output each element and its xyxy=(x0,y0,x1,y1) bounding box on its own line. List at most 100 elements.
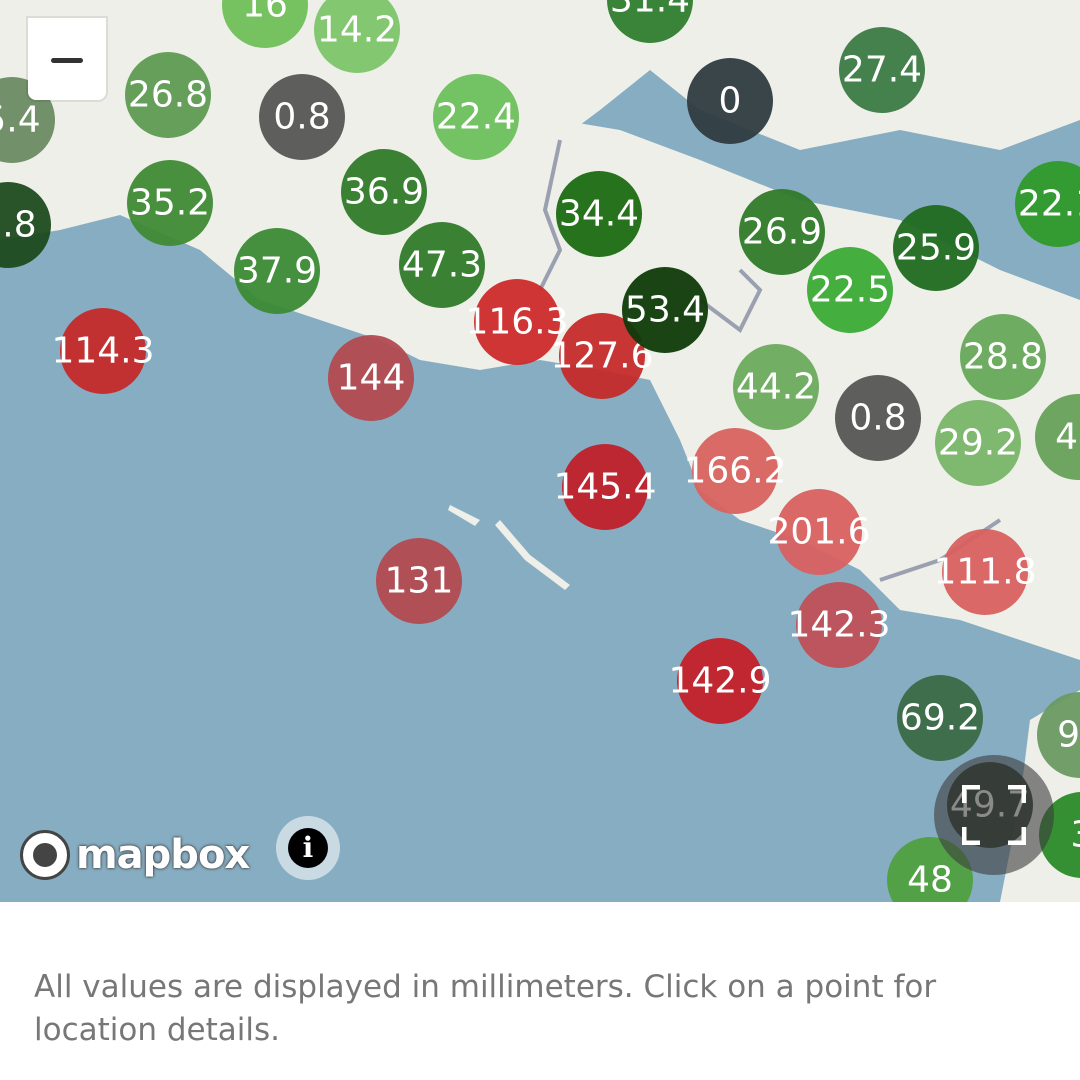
marker-label[interactable]: 142.3 xyxy=(787,605,890,646)
marker-dot[interactable] xyxy=(1037,692,1080,778)
marker-label[interactable]: 22.4 xyxy=(436,97,516,138)
marker-dot[interactable] xyxy=(897,675,983,761)
marker[interactable]: 27.4 xyxy=(839,27,925,113)
marker[interactable]: 34.4 xyxy=(556,171,642,257)
marker-label[interactable]: 166.2 xyxy=(683,451,786,492)
marker-label[interactable]: 29.2 xyxy=(938,423,1018,464)
marker-dot[interactable] xyxy=(562,444,648,530)
marker[interactable]: 144 xyxy=(328,335,414,421)
marker-label[interactable]: 36.9 xyxy=(344,172,424,213)
marker-label[interactable]: 0.8 xyxy=(849,398,906,439)
marker-label[interactable]: 26.8 xyxy=(128,75,208,116)
marker[interactable]: 22.5 xyxy=(807,247,893,333)
marker[interactable]: 25.9 xyxy=(893,205,979,291)
marker[interactable]: 37.9 xyxy=(234,228,320,314)
marker-dot[interactable] xyxy=(125,52,211,138)
marker-label[interactable]: 114.3 xyxy=(51,331,154,372)
marker-dot[interactable] xyxy=(739,189,825,275)
map[interactable]: 16 14.2 31.4 26.8 0.8 22.4 0 27.4 5.4 35.2 36.9 34.… xyxy=(0,0,1080,902)
marker-dot[interactable] xyxy=(733,344,819,430)
marker-dot[interactable] xyxy=(687,58,773,144)
marker-label[interactable]: 26.9 xyxy=(742,212,822,253)
marker-dot[interactable] xyxy=(692,428,778,514)
marker[interactable]: 36.9 xyxy=(341,149,427,235)
mapbox-logo[interactable]: mapbox xyxy=(20,826,250,884)
marker-dot[interactable] xyxy=(433,74,519,160)
marker-label[interactable]: 35.2 xyxy=(130,183,210,224)
marker-label[interactable]: 48 xyxy=(907,860,953,901)
marker[interactable]: 14.2 xyxy=(314,0,400,73)
marker[interactable]: 116.3 xyxy=(465,279,569,365)
marker[interactable]: 142.3 xyxy=(787,582,891,668)
marker-dot[interactable] xyxy=(314,0,400,73)
marker[interactable]: 22.4 xyxy=(433,74,519,160)
marker-label[interactable]: 131 xyxy=(385,561,454,602)
marker-label[interactable]: 34.4 xyxy=(559,194,639,235)
marker[interactable]: 29.2 xyxy=(935,400,1021,486)
marker-dot[interactable] xyxy=(677,638,763,724)
marker[interactable]: 145.4 xyxy=(553,444,657,530)
marker[interactable]: 5.8 xyxy=(0,182,51,268)
marker-dot[interactable] xyxy=(796,582,882,668)
marker-dot[interactable] xyxy=(60,308,146,394)
marker[interactable]: 0 xyxy=(687,58,773,144)
marker-dot[interactable] xyxy=(1035,394,1080,480)
marker-label[interactable]: 145.4 xyxy=(553,467,656,508)
marker-label[interactable]: 144 xyxy=(337,358,406,399)
marker-label[interactable]: 201.6 xyxy=(767,512,870,553)
marker[interactable]: 47.3 xyxy=(399,222,485,308)
marker[interactable]: 127.6 xyxy=(550,313,654,399)
marker-label[interactable]: 127.6 xyxy=(550,336,653,377)
marker-label[interactable]: 69.2 xyxy=(900,698,980,739)
marker[interactable]: 166.2 xyxy=(683,428,787,514)
marker[interactable]: 69.2 xyxy=(897,675,983,761)
marker[interactable]: 114.3 xyxy=(51,308,155,394)
fullscreen-button[interactable] xyxy=(934,755,1054,875)
marker-dot[interactable] xyxy=(259,74,345,160)
marker-label[interactable]: 0.8 xyxy=(273,97,330,138)
marker[interactable]: 53.4 xyxy=(622,267,708,353)
marker-dot[interactable] xyxy=(556,171,642,257)
marker-label[interactable]: 44.2 xyxy=(736,367,816,408)
marker-label[interactable]: 53.4 xyxy=(625,290,705,331)
marker-dot[interactable] xyxy=(341,149,427,235)
marker-dot[interactable] xyxy=(622,267,708,353)
marker-label[interactable]: 27.4 xyxy=(842,50,922,91)
marker-label[interactable]: 116.3 xyxy=(465,302,568,343)
marker-dot[interactable] xyxy=(399,222,485,308)
marker-dot[interactable] xyxy=(960,314,1046,400)
info-button[interactable] xyxy=(276,816,340,880)
marker[interactable]: 44.2 xyxy=(733,344,819,430)
marker-dot[interactable] xyxy=(0,182,51,268)
marker[interactable]: 201.6 xyxy=(767,489,871,575)
marker-label[interactable]: 47.3 xyxy=(402,245,482,286)
marker-dot[interactable] xyxy=(559,313,645,399)
marker-label[interactable]: 16 xyxy=(242,0,288,26)
marker[interactable]: 31.4 xyxy=(607,0,693,43)
marker-dot[interactable] xyxy=(328,335,414,421)
marker-label[interactable]: 22.1 xyxy=(1018,184,1080,225)
marker[interactable]: 26.8 xyxy=(125,52,211,138)
marker-dot[interactable] xyxy=(222,0,308,48)
marker-dot[interactable] xyxy=(376,538,462,624)
marker-dot[interactable] xyxy=(127,160,213,246)
marker[interactable]: 42 xyxy=(1035,394,1080,480)
marker-label[interactable]: 5.8 xyxy=(0,205,37,246)
marker-label[interactable]: 42 xyxy=(1055,417,1080,458)
marker-dot[interactable] xyxy=(893,205,979,291)
marker-dot[interactable] xyxy=(839,27,925,113)
marker-dot[interactable] xyxy=(474,279,560,365)
marker[interactable]: 0.8 xyxy=(259,74,345,160)
marker[interactable]: 26.9 xyxy=(739,189,825,275)
marker-dot[interactable] xyxy=(607,0,693,43)
marker-label[interactable]: 3 xyxy=(1071,815,1080,856)
marker-dot[interactable] xyxy=(935,400,1021,486)
marker-label[interactable]: 92 xyxy=(1057,715,1080,756)
marker[interactable]: 22.1 xyxy=(1015,161,1080,247)
marker-dot[interactable] xyxy=(807,247,893,333)
marker-dot[interactable] xyxy=(1015,161,1080,247)
marker-label[interactable]: 22.5 xyxy=(810,270,890,311)
marker[interactable]: 16 xyxy=(222,0,308,48)
marker-label[interactable]: 111.8 xyxy=(933,552,1036,593)
marker-label[interactable]: 37.9 xyxy=(237,251,317,292)
